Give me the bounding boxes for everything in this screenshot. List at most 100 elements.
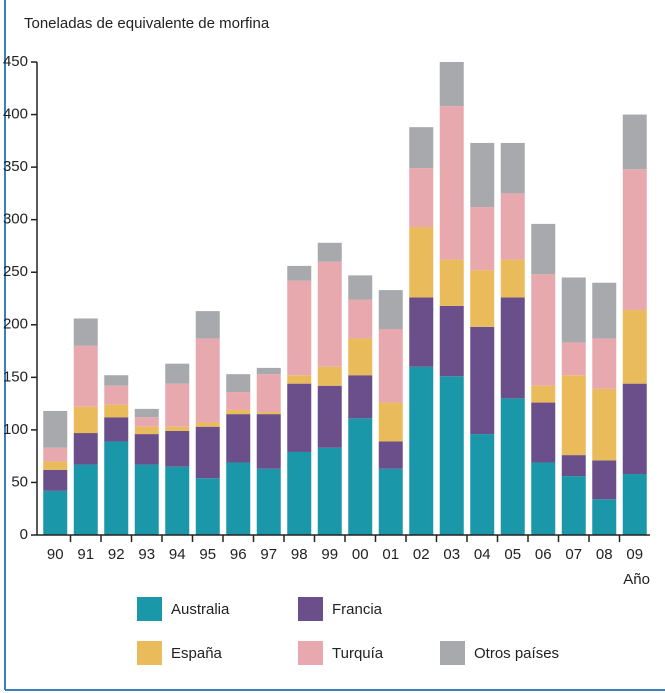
bar-segment (226, 414, 251, 463)
x-tick-label: 05 (504, 546, 521, 563)
legend-label: Turquía (332, 645, 384, 662)
legend-swatch (137, 597, 162, 621)
y-tick-label: 250 (3, 263, 28, 280)
bar-segment (287, 265, 312, 281)
legend-swatch (298, 597, 323, 621)
bar-segment (622, 310, 647, 384)
bar-segment (104, 385, 129, 405)
bar-segment (195, 478, 220, 535)
bar-segment (134, 408, 159, 418)
bar-segment (500, 398, 525, 535)
bar-segment (622, 169, 647, 311)
bar-segment (531, 385, 556, 403)
x-tick-label: 08 (596, 546, 613, 563)
y-tick-label: 50 (11, 473, 28, 490)
bar-segment (348, 418, 373, 535)
bar-segment (256, 367, 281, 375)
bar-segment (500, 259, 525, 298)
bar-segment (195, 422, 220, 427)
bar-segment (165, 426, 190, 431)
bar-segment (195, 426, 220, 479)
bar-segment (43, 447, 68, 462)
bar-segment (378, 402, 403, 442)
x-tick-label: 07 (565, 546, 582, 563)
bar-segment (134, 426, 159, 435)
bar-segment (439, 106, 464, 260)
y-tick-label: 150 (3, 368, 28, 385)
bar-segment (348, 299, 373, 339)
bar-segment (378, 328, 403, 403)
bar-segment (531, 462, 556, 535)
bar-segment (134, 464, 159, 535)
bar-segment (134, 434, 159, 465)
bar-segment (500, 142, 525, 194)
bar-segment (622, 474, 647, 535)
legend-label: Australia (171, 601, 230, 618)
x-tick-label: 94 (169, 546, 186, 563)
bar-segment (531, 402, 556, 463)
bar-segment (378, 441, 403, 469)
y-tick-label: 300 (3, 211, 28, 228)
bar-segment (439, 259, 464, 306)
legend-label: Otros países (474, 645, 559, 662)
bar-segment (409, 127, 434, 169)
bar-segment (592, 499, 617, 535)
bar-segment (592, 282, 617, 339)
bar-segment (561, 375, 586, 456)
y-tick-label: 0 (20, 526, 28, 543)
bar-segment (470, 142, 495, 208)
bar-segment (165, 430, 190, 467)
bar-segment (317, 447, 342, 535)
bar-segment (561, 455, 586, 477)
bar-segment (256, 412, 281, 415)
bar-segment (104, 375, 129, 386)
bar-segment (256, 414, 281, 469)
bar-segment (348, 338, 373, 376)
bar-segment (409, 366, 434, 535)
legend-label: España (171, 645, 223, 662)
bar-segment (287, 280, 312, 376)
bar-segment (43, 490, 68, 535)
x-tick-label: 03 (443, 546, 460, 563)
x-axis-label: Año (623, 571, 650, 588)
bar-segment (134, 417, 159, 427)
bar-segment (348, 275, 373, 300)
x-tick-label: 93 (138, 546, 155, 563)
bar-segment (317, 385, 342, 448)
bar-segment (561, 476, 586, 535)
legend-label: Francia (332, 601, 383, 618)
x-tick-label: 92 (108, 546, 125, 563)
bar-segment (531, 274, 556, 386)
x-tick-label: 01 (382, 546, 399, 563)
y-tick-label: 100 (3, 421, 28, 438)
x-tick-label: 00 (352, 546, 369, 563)
y-tick-label: 200 (3, 316, 28, 333)
bar-segment (73, 464, 98, 535)
bar-segment (165, 363, 190, 384)
bar-segment (256, 374, 281, 413)
legend-swatch (440, 641, 465, 665)
bar-segment (348, 375, 373, 419)
bar-segment (409, 168, 434, 228)
bar-segment (317, 242, 342, 262)
x-tick-label: 91 (77, 546, 94, 563)
legend-swatch (137, 641, 162, 665)
y-tick-label: 350 (3, 158, 28, 175)
bar-segment (561, 277, 586, 343)
x-tick-label: 09 (626, 546, 643, 563)
bar-segment (104, 404, 129, 418)
x-tick-label: 06 (535, 546, 552, 563)
bar-segment (592, 460, 617, 500)
x-tick-label: 90 (47, 546, 64, 563)
bar-segment (73, 433, 98, 465)
bar-segment (439, 305, 464, 377)
bar-segment (531, 223, 556, 275)
bar-segment (622, 383, 647, 475)
x-tick-label: 95 (199, 546, 216, 563)
x-tick-label: 04 (474, 546, 491, 563)
bar-segment (622, 114, 647, 170)
bar-segment (378, 290, 403, 329)
bar-segment (104, 441, 129, 535)
bar-segment (317, 261, 342, 367)
